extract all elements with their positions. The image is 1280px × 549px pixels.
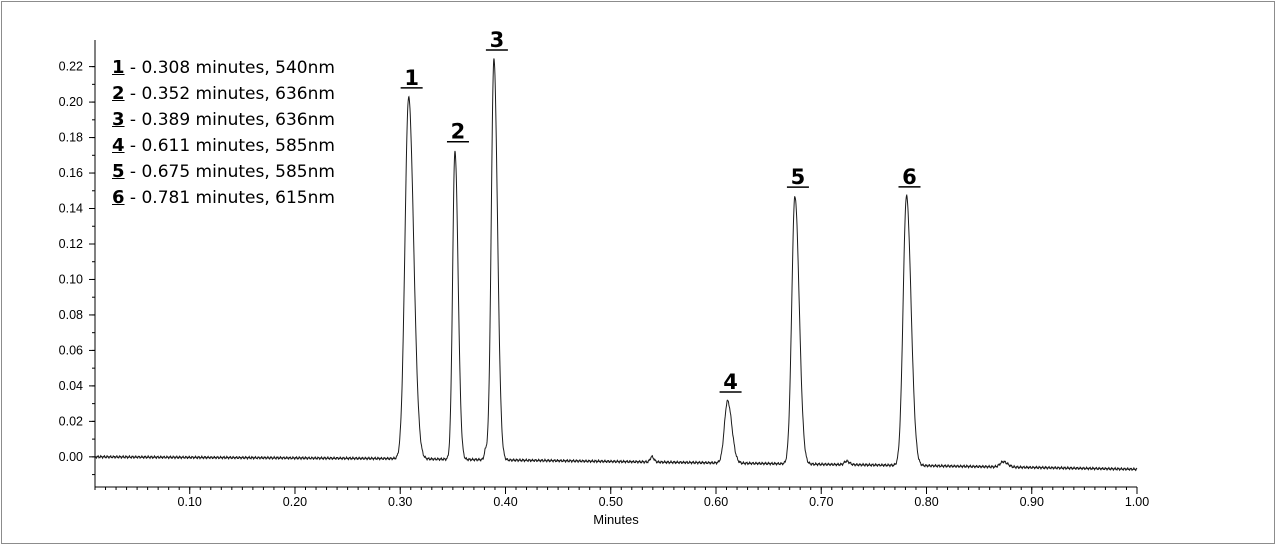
legend-peak-text: - 0.781 minutes, 615nm — [124, 188, 335, 208]
legend-item: 2 - 0.352 minutes, 636nm — [112, 81, 335, 107]
legend-peak-text: - 0.352 minutes, 636nm — [124, 84, 335, 104]
legend-item: 4 - 0.611 minutes, 585nm — [112, 133, 335, 159]
y-tick-label: 0.18 — [59, 131, 83, 145]
legend-item: 3 - 0.389 minutes, 636nm — [112, 107, 335, 133]
axes: 0.00 0.02 0.04 0.06 0.08 0.10 0.12 0.14 0.16 0.18… — [59, 40, 1149, 509]
y-tick-label: 0.22 — [59, 60, 83, 74]
y-tick-label: 0.14 — [59, 202, 83, 216]
y-tick-label: 0.08 — [59, 308, 83, 322]
peak-legend: 1 - 0.308 minutes, 540nm 2 - 0.352 minut… — [112, 55, 335, 211]
y-tick-label: 0.20 — [59, 95, 83, 109]
peak-label: 6 — [902, 165, 917, 189]
y-tick-label: 0.12 — [59, 237, 83, 251]
y-tick-label: 0.00 — [59, 450, 83, 464]
y-tick-label: 0.02 — [59, 414, 83, 428]
peak-label: 2 — [451, 120, 466, 144]
peak-label: 4 — [723, 370, 738, 394]
x-tick-label: 0.40 — [493, 495, 517, 509]
legend-item: 5 - 0.675 minutes, 585nm — [112, 159, 335, 185]
legend-peak-number: 2 — [112, 83, 125, 104]
legend-peak-text: - 0.675 minutes, 585nm — [124, 162, 335, 182]
peak-label: 5 — [791, 165, 806, 189]
legend-peak-number: 3 — [112, 109, 125, 130]
legend-peak-text: - 0.611 minutes, 585nm — [124, 136, 335, 156]
y-tick-label: 0.16 — [59, 166, 83, 180]
peak-label: 1 — [404, 66, 419, 90]
legend-peak-number: 5 — [112, 161, 125, 182]
chromatogram-trace — [94, 58, 1138, 472]
x-tick-label: 0.50 — [599, 495, 623, 509]
legend-peak-number: 6 — [112, 187, 125, 208]
legend-peak-number: 4 — [112, 135, 125, 156]
legend-peak-text: - 0.389 minutes, 636nm — [124, 110, 335, 130]
x-tick-label: 0.20 — [283, 495, 307, 509]
peak-labels: 1 2 3 4 5 6 — [400, 28, 921, 394]
x-tick-label: 0.10 — [178, 495, 202, 509]
y-tick-label: 0.06 — [59, 343, 83, 357]
x-tick-label: 0.80 — [914, 495, 938, 509]
y-tick-label: 0.10 — [59, 272, 83, 286]
peak-label: 3 — [490, 28, 505, 52]
x-tick-label: 0.30 — [388, 495, 412, 509]
legend-item: 1 - 0.308 minutes, 540nm — [112, 55, 335, 81]
trace-group — [94, 58, 1138, 472]
x-tick-label: 1.00 — [1125, 495, 1149, 509]
x-tick-label: 0.90 — [1020, 495, 1044, 509]
x-axis-title: Minutes — [593, 512, 639, 527]
x-tick-label: 0.60 — [704, 495, 728, 509]
legend-peak-number: 1 — [112, 57, 125, 78]
legend-peak-text: - 0.308 minutes, 540nm — [124, 58, 335, 78]
x-tick-label: 0.70 — [809, 495, 833, 509]
y-tick-label: 0.04 — [59, 379, 83, 393]
legend-item: 6 - 0.781 minutes, 615nm — [112, 185, 335, 211]
